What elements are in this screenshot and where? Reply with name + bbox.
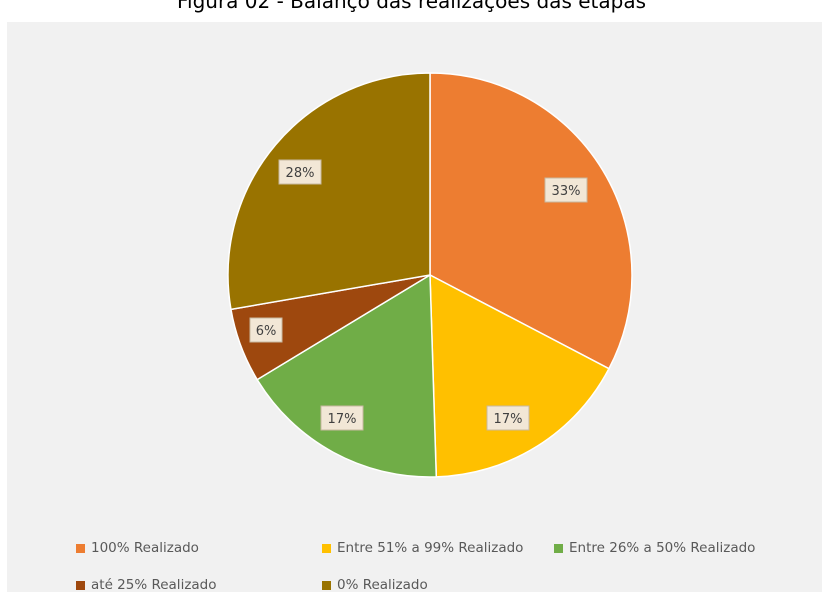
legend-swatch-icon xyxy=(76,580,85,590)
legend-item-entre-51-99: Entre 51% a 99% Realizado xyxy=(322,538,523,558)
legend-item-entre-26-50: Entre 26% a 50% Realizado xyxy=(554,538,755,558)
legend-label: 100% Realizado xyxy=(91,540,199,556)
legend-swatch-icon xyxy=(76,543,85,553)
data-label-box xyxy=(544,177,588,203)
legend-swatch-icon xyxy=(322,580,331,590)
legend-swatch-icon xyxy=(322,543,331,553)
data-label-text: 17% xyxy=(328,412,357,427)
data-label-text: 6% xyxy=(256,324,277,339)
data-label-3: 17% xyxy=(320,405,364,431)
data-label-1: 33% xyxy=(544,177,588,203)
legend-label: Entre 51% a 99% Realizado xyxy=(337,540,524,556)
legend-label: Entre 26% a 50% Realizado xyxy=(569,540,756,556)
data-label-box xyxy=(320,405,364,431)
legend-item-0-realizado: 0% Realizado xyxy=(322,575,428,592)
pie-slice-3 xyxy=(256,273,438,478)
chart-legend: 100% Realizado Entre 51% a 99% Realizado… xyxy=(76,538,816,592)
legend-label: até 25% Realizado xyxy=(91,577,217,592)
pie-slice-5 xyxy=(227,72,431,311)
pie-slice-1 xyxy=(429,72,633,370)
data-label-text: 33% xyxy=(552,184,581,199)
data-label-box xyxy=(249,317,283,343)
data-label-4: 6% xyxy=(249,317,283,343)
data-label-2: 17% xyxy=(486,405,530,431)
legend-item-100-realizado: 100% Realizado xyxy=(76,538,199,558)
legend-label: 0% Realizado xyxy=(337,577,428,592)
data-label-5: 28% xyxy=(278,159,322,185)
data-label-box xyxy=(278,159,322,185)
pie-slice-2 xyxy=(429,273,610,478)
legend-swatch-icon xyxy=(554,543,563,553)
data-label-box xyxy=(486,405,530,431)
data-label-text: 28% xyxy=(286,166,315,181)
data-label-text: 17% xyxy=(494,412,523,427)
legend-item-ate-25: até 25% Realizado xyxy=(76,575,217,592)
figure-caption: Figura 02 - Balanço das realizações das … xyxy=(176,0,646,13)
